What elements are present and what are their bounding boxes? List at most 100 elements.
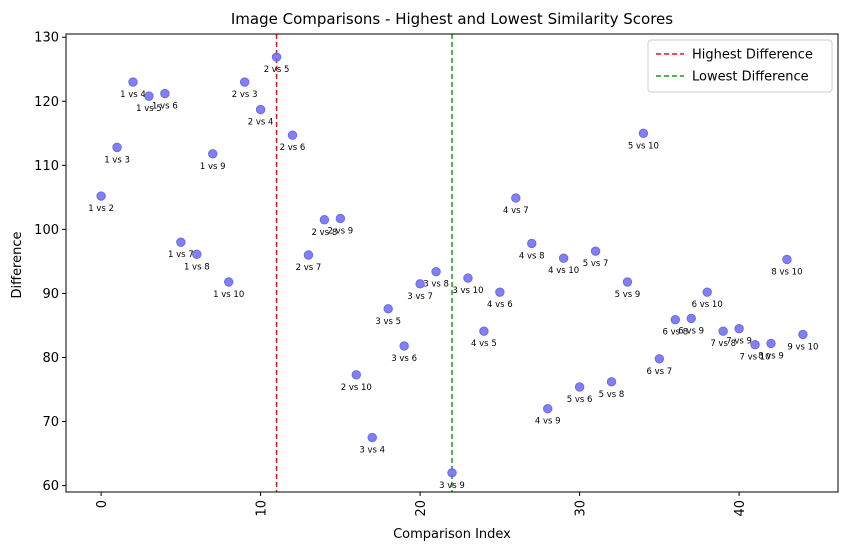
- data-point-44: [798, 329, 808, 340]
- data-point-32: [606, 377, 617, 387]
- data-point-2: [128, 77, 138, 87]
- y-tick-label-6: 120: [34, 95, 59, 110]
- y-tick-label-5: 110: [34, 159, 59, 174]
- x-tick-label-0: 0: [95, 500, 110, 508]
- point-label-44: 9 vs 10: [787, 342, 818, 352]
- data-point-16: [351, 370, 361, 380]
- point-label-34: 5 vs 10: [628, 141, 659, 151]
- y-tick-label-1: 70: [42, 415, 59, 430]
- data-point-15: [335, 213, 346, 224]
- chart-title: Image Comparisons - Highest and Lowest S…: [231, 10, 673, 28]
- point-label-9: 2 vs 3: [232, 90, 258, 100]
- point-label-38: 6 vs 10: [692, 300, 723, 310]
- plot-area: 1 vs 2 1 vs 3 1 vs 4 1 vs 51 vs 6 1 vs 7 1 vs…: [34, 31, 839, 517]
- point-label-30: 5 vs 6: [567, 395, 593, 405]
- point-label-3: 1 vs 5: [136, 104, 162, 114]
- data-point-35: [654, 354, 665, 364]
- point-label-40: 7 vs 9: [726, 337, 752, 347]
- point-label-42: 8 vs 9: [758, 351, 784, 361]
- y-axis-label: Difference: [10, 231, 25, 298]
- point-label-41: 7 vs 10: [740, 353, 771, 363]
- point-label-43: 8 vs 10: [771, 267, 802, 277]
- point-label-11: 2 vs 5: [264, 65, 290, 75]
- data-point-38: [702, 287, 712, 297]
- point-label-32: 5 vs 8: [599, 390, 625, 400]
- data-point-43: [782, 254, 792, 265]
- point-label-1: 1 vs 3: [104, 155, 130, 165]
- point-label-17: 3 vs 4: [359, 446, 385, 456]
- data-point-26: [511, 193, 521, 203]
- data-point-14: [319, 215, 330, 225]
- data-point-41: [750, 339, 760, 350]
- data-point-13: [303, 250, 314, 260]
- x-tick-label-2: 20: [414, 500, 429, 517]
- data-point-33: [622, 277, 633, 287]
- x-axis-label: Comparison Index: [393, 527, 511, 542]
- point-label-6: 1 vs 8: [184, 262, 210, 272]
- point-label-22: 3 vs 9: [439, 481, 465, 491]
- point-label-37: 6 vs 9: [678, 326, 704, 336]
- point-label-5: 1 vs 7: [168, 250, 194, 260]
- data-point-28: [543, 404, 553, 414]
- x-tick-label-3: 30: [574, 500, 589, 517]
- point-label-26: 4 vs 7: [503, 206, 529, 216]
- data-point-0: [96, 191, 106, 201]
- data-point-1: [112, 142, 122, 153]
- data-point-3: [144, 91, 154, 101]
- point-label-28: 4 vs 9: [535, 417, 561, 427]
- data-point-12: [287, 130, 298, 140]
- data-point-22: [447, 468, 457, 478]
- data-point-4: [160, 88, 170, 99]
- point-label-31: 5 vs 7: [583, 259, 609, 269]
- point-label-23: 3 vs 10: [452, 286, 483, 296]
- point-label-0: 1 vs 2: [88, 204, 114, 214]
- data-point-11: [271, 52, 282, 62]
- x-tick-label-1: 10: [255, 500, 270, 517]
- point-label-2: 1 vs 4: [120, 90, 146, 100]
- point-label-39: 7 vs 8: [710, 339, 736, 349]
- data-point-19: [399, 341, 409, 351]
- axes-frame: [65, 33, 839, 493]
- point-label-21: 3 vs 8: [423, 280, 449, 290]
- data-point-39: [718, 326, 728, 336]
- point-label-19: 3 vs 6: [391, 354, 417, 364]
- point-label-24: 4 vs 5: [471, 339, 497, 349]
- point-label-29: 4 vs 10: [548, 266, 579, 276]
- point-label-4: 1 vs 6: [152, 102, 178, 112]
- legend-label-1: Lowest Difference: [692, 70, 809, 85]
- legend: Highest Difference Lowest Difference: [647, 39, 833, 93]
- data-point-10: [255, 104, 266, 115]
- legend-box: [647, 39, 833, 93]
- data-point-23: [463, 273, 473, 283]
- point-label-10: 2 vs 4: [248, 118, 274, 128]
- data-point-20: [415, 279, 425, 289]
- point-label-8: 1 vs 10: [213, 290, 244, 300]
- point-label-14: 2 vs 8: [312, 228, 338, 238]
- data-point-17: [367, 432, 377, 443]
- data-point-31: [590, 246, 601, 256]
- data-point-21: [431, 266, 441, 277]
- point-label-15: 2 vs 9: [328, 226, 354, 236]
- data-point-42: [766, 338, 776, 349]
- point-label-18: 3 vs 5: [375, 317, 401, 327]
- data-point-18: [383, 304, 393, 314]
- x-tick-label-4: 40: [733, 500, 748, 517]
- point-label-27: 4 vs 8: [519, 251, 545, 261]
- data-point-24: [479, 326, 489, 336]
- data-point-6: [192, 249, 202, 260]
- data-point-29: [558, 253, 569, 263]
- point-label-35: 6 vs 7: [647, 367, 673, 377]
- data-point-36: [670, 314, 681, 325]
- point-label-12: 2 vs 6: [280, 143, 306, 153]
- data-point-30: [574, 382, 585, 392]
- point-label-7: 1 vs 9: [200, 162, 226, 172]
- y-tick-label-7: 130: [34, 31, 59, 46]
- data-point-8: [223, 277, 234, 287]
- data-point-7: [208, 149, 218, 159]
- data-point-40: [734, 323, 744, 334]
- y-tick-label-4: 100: [34, 223, 59, 238]
- y-tick-label-2: 80: [42, 351, 59, 366]
- data-point-9: [239, 77, 250, 87]
